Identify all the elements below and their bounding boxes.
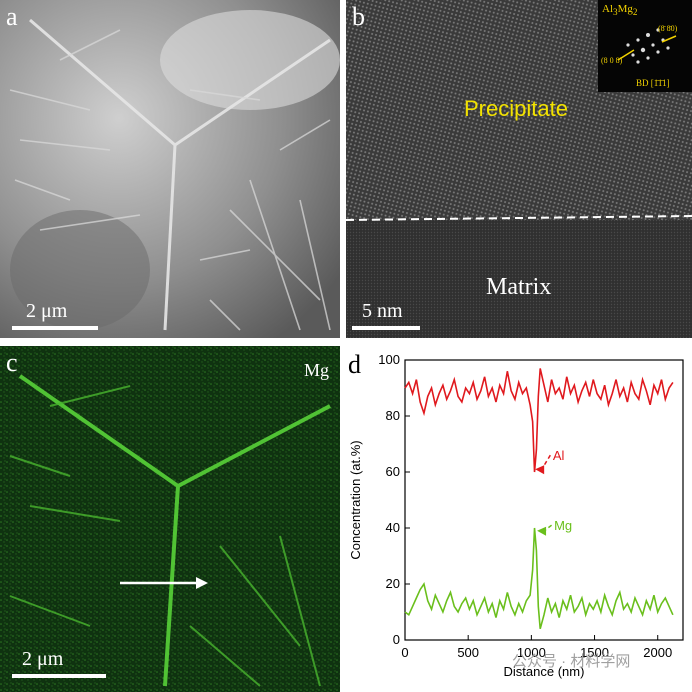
scale-bar-b (352, 326, 420, 330)
panel-d-line-scan-chart: d 0 500 1000 1500 2000 0 20 40 60 80 100 Distance (… (344, 346, 692, 692)
y-axis-label: Concentration (at.%) (348, 440, 363, 559)
x-tick-label: 500 (457, 645, 479, 660)
concentration-chart: 0 500 1000 1500 2000 0 20 40 60 80 100 Distance (nm… (348, 352, 684, 679)
inset-phase-label: Al3Mg2 (602, 3, 638, 18)
series-line-al (404, 368, 674, 473)
panel-a-sem-image: a 2 μm (0, 0, 340, 338)
watermark: 公众号 · 材料学网 (512, 653, 631, 670)
panel-label-a: a (6, 2, 18, 31)
y-tick-label: 80 (386, 408, 400, 423)
interface-line (346, 215, 692, 221)
hrtem-texture (346, 0, 692, 338)
y-tick-label: 40 (386, 520, 400, 535)
panel-c-eds-map: c Mg 2 μm (0, 346, 340, 692)
inset-spot-label-2: (8 0 8) (601, 56, 623, 65)
element-label-mg: Mg (304, 360, 330, 380)
x-tick-label: 2000 (643, 645, 672, 660)
diffraction-spots (617, 28, 677, 64)
scale-label-a: 2 μm (26, 300, 68, 322)
diffraction-inset: Al3Mg2 (8̄ 8̄0) (8 0 8) BD [1̄1̄1] (598, 0, 692, 92)
precipitate-label: Precipitate (464, 96, 568, 121)
y-tick-label: 20 (386, 576, 400, 591)
plot-frame (404, 359, 684, 641)
x-tick-label: 1000 (517, 645, 546, 660)
sem-texture (0, 0, 340, 338)
annotation-arrowhead (535, 465, 545, 475)
x-axis-label: Distance (nm) (504, 664, 585, 679)
panel-label-d: d (348, 350, 361, 379)
y-tick-label: 100 (378, 352, 400, 367)
panel-label-b: b (352, 2, 365, 31)
scale-label-c: 2 μm (22, 648, 64, 670)
scale-label-b: 5 nm (362, 300, 403, 322)
scale-bar-c (12, 674, 106, 678)
scale-bar-a (12, 326, 98, 330)
inset-spot-label-1: (8̄ 8̄0) (658, 24, 678, 33)
annotation-label-al: Al (553, 448, 565, 463)
annotation-label-mg: Mg (554, 518, 572, 533)
y-tick-label: 0 (393, 632, 400, 647)
panel-b-hrtem-image: b Al3Mg2 (8̄ 8̄0) (8 0 8) BD [1̄1̄1] Pre… (346, 0, 692, 338)
x-tick-label: 0 (401, 645, 408, 660)
series-line-mg (404, 527, 674, 630)
eds-texture (0, 346, 340, 692)
x-tick-label: 1500 (580, 645, 609, 660)
y-tick-label: 60 (386, 464, 400, 479)
annotation-arrowhead (537, 526, 547, 536)
matrix-label: Matrix (486, 274, 552, 300)
inset-beam-direction: BD [1̄1̄1] (636, 78, 670, 88)
panel-label-c: c (6, 348, 18, 377)
